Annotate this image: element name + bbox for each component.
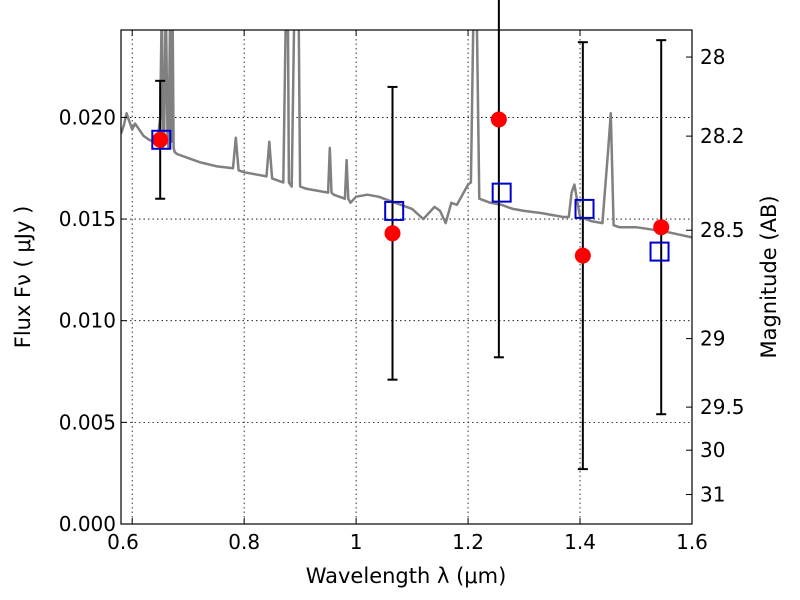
model-spectrum-line (121, 30, 692, 239)
y2-tick-label: 28 (700, 45, 725, 69)
plot-series (121, 30, 692, 239)
y-tick-label: 0.005 (59, 410, 116, 434)
y2-tick-label: 29 (700, 327, 725, 351)
y2-tick-label: 31 (700, 483, 725, 507)
y2-tick-label: 30 (700, 438, 725, 462)
observed-point (152, 131, 169, 148)
y2-tick-label: 28.5 (700, 218, 745, 242)
observed-point (653, 219, 670, 236)
model-photometry-square (491, 182, 512, 203)
x-tick-label: 1.4 (564, 530, 596, 554)
y-tick-label: 0.000 (59, 512, 116, 536)
x-tick-label: 0.6 (107, 530, 139, 554)
x-axis-label: Wavelength λ (μm) (306, 564, 507, 588)
y-tick-label: 0.010 (59, 309, 116, 333)
model-photometry-square (649, 241, 670, 262)
x-tick-label: 1.2 (452, 530, 484, 554)
x-tick-label: 0.8 (228, 530, 260, 554)
plot-background (121, 30, 692, 524)
x-tick-label: 1.6 (676, 530, 708, 554)
y2-axis-label: Magnitude (AB) (757, 195, 781, 358)
model-photometry-square (574, 198, 595, 219)
plot-markers (151, 0, 670, 471)
observed-point (384, 225, 401, 242)
y-axis-label: Flux Fν ( μJy ) (11, 206, 35, 349)
model-photometry-square (151, 129, 172, 150)
observed-point (490, 111, 507, 128)
model-photometry-square (384, 200, 405, 221)
observed-point (574, 247, 591, 264)
axis-ticks: 0.8 1 1.2 1.4 1.6 0.60.000 0.005 0.010 0.015 0.02… (59, 30, 745, 554)
plot-frame (120, 29, 693, 525)
y2-tick-label: 28.2 (700, 124, 745, 148)
y2-tick-label: 29.5 (700, 395, 745, 419)
x-tick-label: 1 (350, 530, 363, 554)
y-tick-label: 0.020 (59, 105, 116, 129)
y-tick-label: 0.015 (59, 207, 116, 231)
